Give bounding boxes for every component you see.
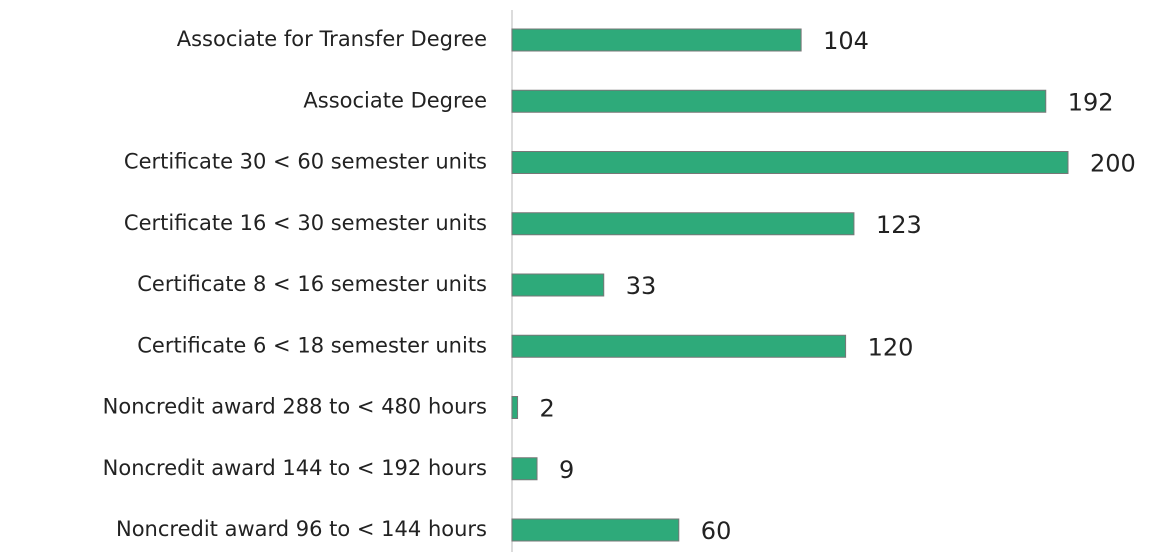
- bar: [511, 28, 802, 52]
- data-label: 2: [540, 395, 555, 423]
- data-label: 120: [868, 333, 914, 361]
- data-label: 9: [559, 456, 574, 484]
- bar: [511, 273, 605, 297]
- bar: [511, 151, 1069, 174]
- y-tick-label: Noncredit award 96 to < 144 hours: [116, 517, 487, 541]
- data-label: 123: [876, 211, 922, 239]
- y-tick-label: Certificate 6 < 18 semester units: [137, 333, 487, 357]
- bar: [511, 89, 1047, 113]
- y-tick-label: Certificate 16 < 30 semester units: [124, 211, 487, 235]
- data-label: 192: [1068, 88, 1114, 116]
- y-tick-label: Associate for Transfer Degree: [177, 27, 487, 51]
- bar: [511, 334, 847, 358]
- y-tick-label: Noncredit award 144 to < 192 hours: [103, 456, 487, 480]
- data-label: 33: [626, 272, 657, 300]
- y-tick-label: Certificate 30 < 60 semester units: [124, 150, 487, 174]
- data-label: 200: [1090, 150, 1136, 178]
- bar: [511, 457, 538, 481]
- data-label: 104: [823, 27, 869, 55]
- bar: [511, 212, 855, 236]
- data-label: 60: [701, 517, 732, 545]
- bar: [511, 396, 519, 419]
- y-tick-label: Certificate 8 < 16 semester units: [137, 272, 487, 296]
- y-tick-label: Associate Degree: [303, 88, 487, 112]
- y-tick-label: Noncredit award 288 to < 480 hours: [103, 395, 487, 419]
- bar: [511, 518, 680, 542]
